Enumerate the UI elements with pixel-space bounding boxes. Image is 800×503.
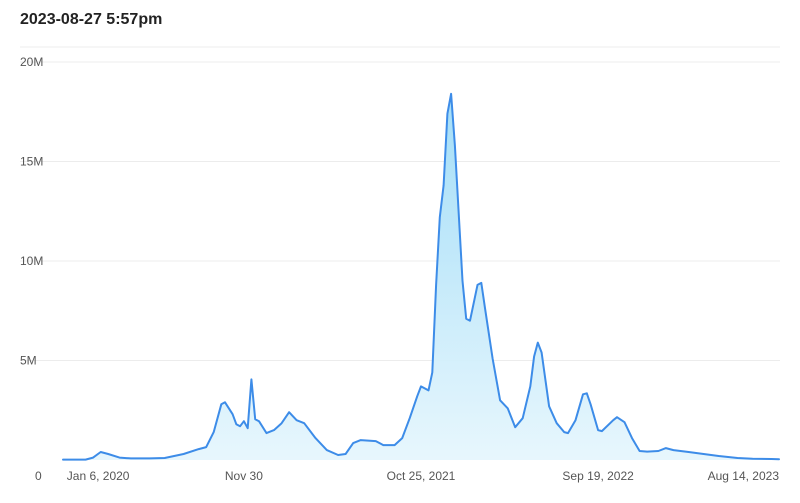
x-tick-label: Jan 6, 2020 (67, 469, 130, 483)
x-tick-label: Oct 25, 2021 (387, 469, 456, 483)
y-tick-label: 0 (35, 469, 42, 483)
x-tick-label: Nov 30 (225, 469, 263, 483)
y-tick-label: 20M (20, 55, 43, 69)
chart-title: 2023-08-27 5:57pm (20, 11, 163, 28)
y-tick-label: 5M (20, 354, 37, 368)
gridlines (20, 61, 780, 361)
x-axis-ticks: Jan 6, 2020 Nov 30 Oct 25, 2021 Sep 19, 202… (67, 469, 780, 483)
x-tick-label: Sep 19, 2022 (562, 469, 634, 483)
series-line (62, 92, 780, 461)
y-axis-ticks: 0 5M 10M 15M 20M (20, 55, 43, 483)
series-area-fill (63, 93, 779, 461)
x-tick-label: Aug 14, 2023 (708, 469, 780, 483)
y-tick-label: 15M (20, 155, 43, 169)
y-tick-label: 10M (20, 254, 43, 268)
